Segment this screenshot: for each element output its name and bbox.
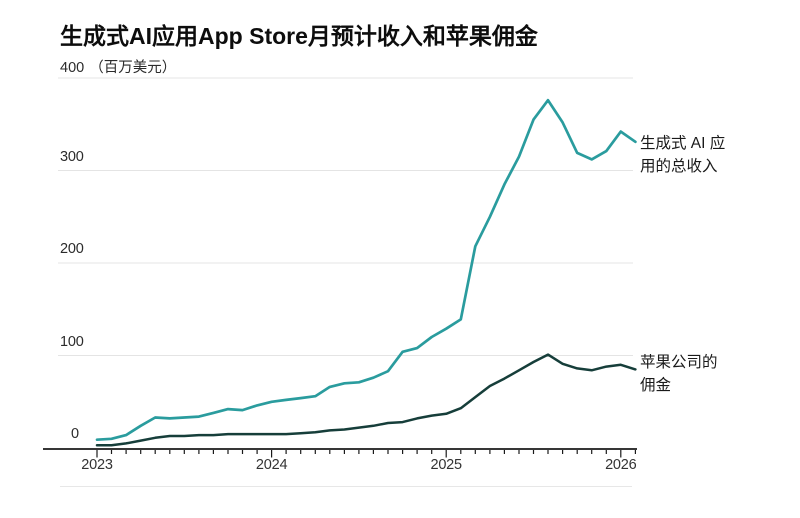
page-title: 生成式AI应用App Store月预计收入和苹果佣金 (60, 23, 538, 49)
x-axis-label-2024: 2024 (255, 457, 288, 473)
series-annotation-commission-line2: 佣金 (640, 377, 672, 394)
series-line-commission (95, 353, 637, 447)
y-axis-label-0: 0 (71, 426, 79, 442)
series-annotation-commission: 苹果公司的 佣金 (640, 351, 770, 397)
y-axis-label-100: 100 (60, 334, 84, 350)
series-annotation-commission-line1: 苹果公司的 (640, 354, 718, 371)
x-axis-label-2026: 2026 (605, 457, 637, 473)
y-axis-label-200: 200 (60, 241, 84, 257)
series-annotation-revenue-line1: 生成式 AI 应 (640, 135, 726, 152)
series-annotation-revenue-line2: 用的总收入 (640, 158, 718, 175)
y-axis-label-300: 300 (60, 149, 84, 165)
x-axis-label-2023: 2023 (81, 457, 113, 473)
y-axis-unit: （百万美元） (89, 60, 177, 76)
x-axis-label-2025: 2025 (430, 457, 462, 473)
series-line-revenue (95, 98, 637, 442)
y-axis-top-row: 400 （百万美元） (60, 56, 176, 77)
bottom-divider (60, 486, 632, 487)
y-axis-label-400: 400 (60, 60, 85, 76)
series-annotation-revenue: 生成式 AI 应 用的总收入 (640, 132, 770, 178)
